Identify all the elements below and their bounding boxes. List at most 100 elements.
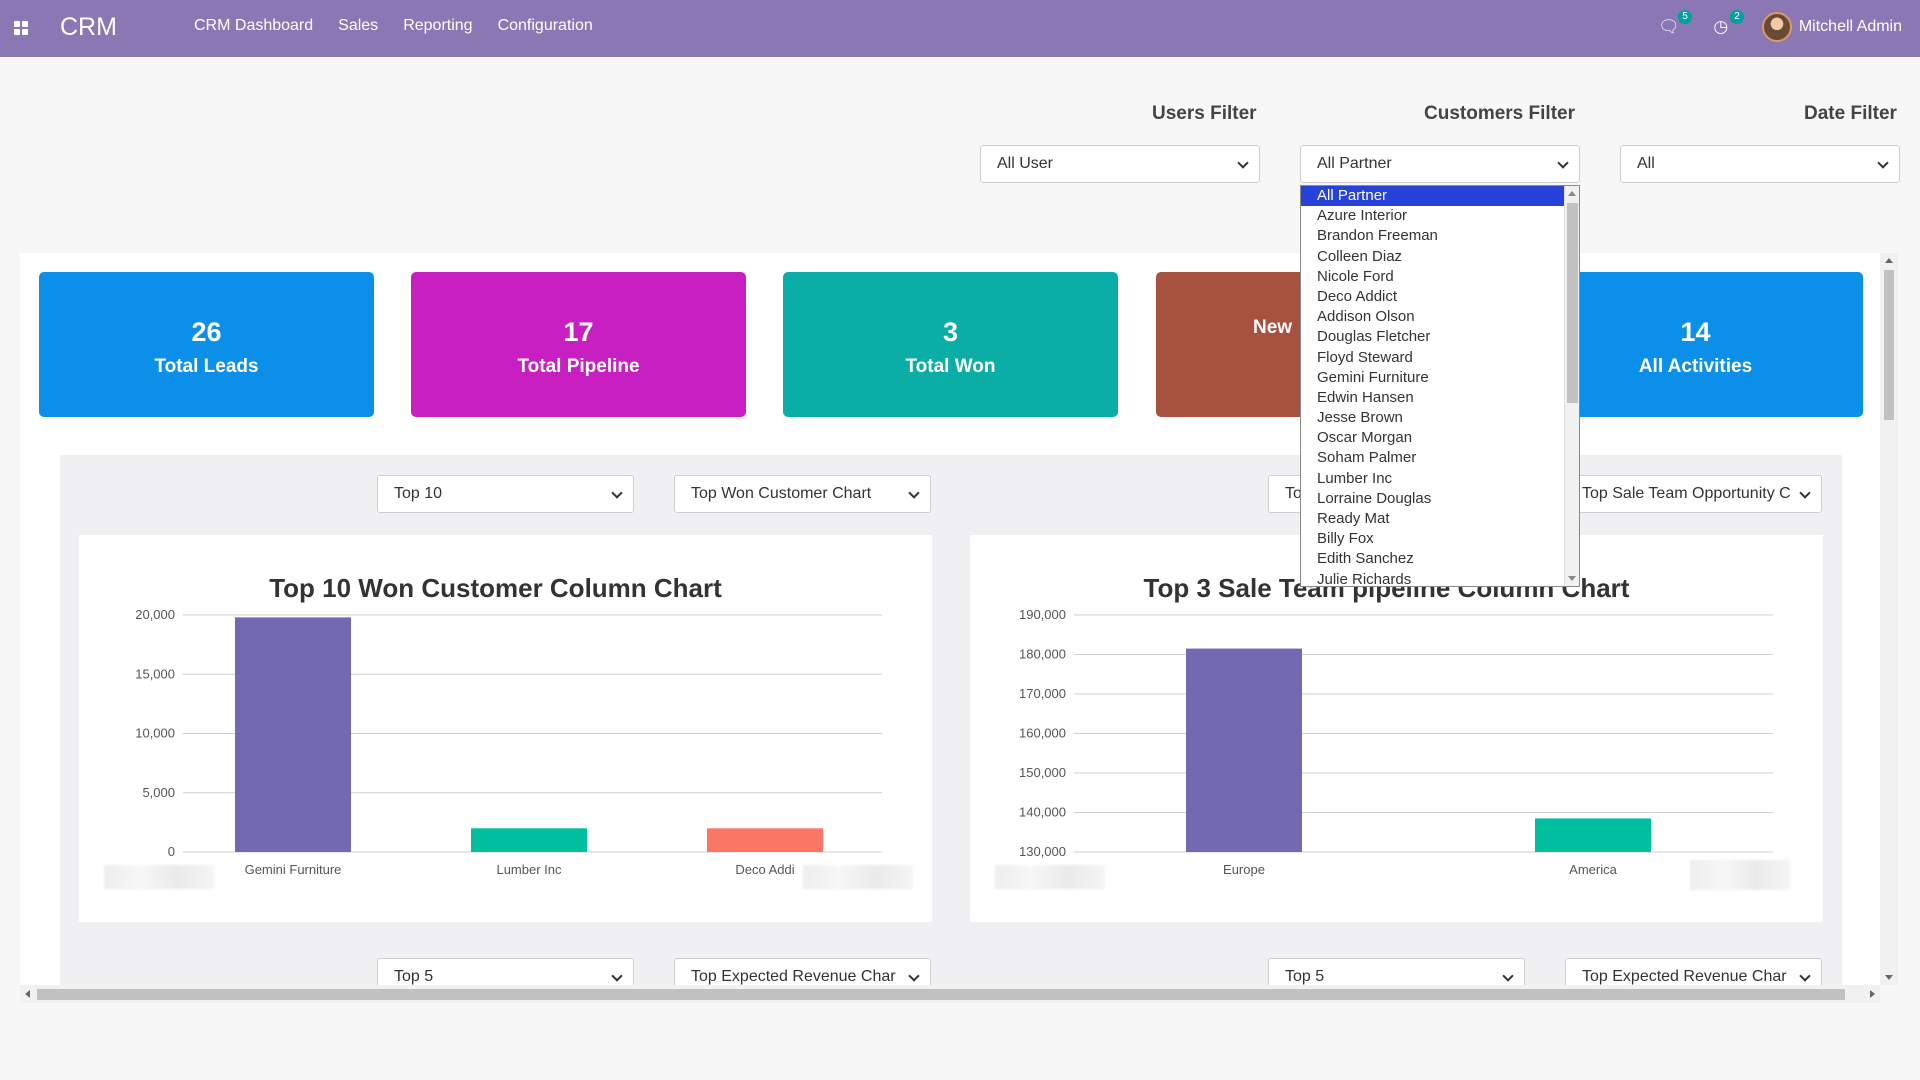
dropdown-option[interactable]: Soham Palmer [1317,449,1417,467]
scroll-down-icon[interactable] [1885,975,1893,980]
users-filter-select[interactable]: All User [980,145,1260,183]
menu-reporting[interactable]: Reporting [403,17,473,34]
apps-menu-icon[interactable] [14,21,28,35]
bottom-left-chart-type-select[interactable]: Top Expected Revenue Char [674,958,931,985]
vertical-scrollbar[interactable] [1880,253,1898,985]
activities-badge: 2 [1730,10,1744,24]
dropdown-option[interactable]: Douglas Fletcher [1317,328,1431,346]
scroll-right-icon[interactable] [1870,990,1875,998]
right-top-value: To [1285,485,1302,502]
customers-filter-select[interactable]: All Partner [1300,145,1580,183]
chevron-down-icon [1237,157,1249,169]
dropdown-option[interactable]: Brandon Freeman [1317,227,1438,245]
dropdown-option[interactable]: Nicole Ford [1317,267,1394,285]
right-chart-type-select[interactable]: Top Sale Team Opportunity C [1565,475,1822,513]
dropdown-option[interactable]: Gemini Furniture [1317,368,1429,386]
chevron-down-icon [611,970,623,982]
main-menu: CRM Dashboard Sales Reporting Configurat… [194,17,593,35]
top-navbar: CRM CRM Dashboard Sales Reporting Config… [0,0,1920,57]
scrollbar-thumb[interactable] [37,989,1845,1000]
won-customer-chart: Top 10 Won Customer Column Chart 20,000 15… [135,573,882,877]
scrollbar-thumb[interactable] [1884,270,1894,420]
y-tick-label: 10,000 [135,726,175,741]
scroll-left-icon[interactable] [25,990,30,998]
dropdown-option[interactable]: Jesse Brown [1317,409,1403,427]
dropdown-option[interactable]: All Partner [1301,186,1579,207]
sale-team-chart: Top 3 Sale Team pipeline Column Chart190… [1019,573,1773,877]
date-filter-label: Date Filter [1804,103,1897,124]
users-filter-label: Users Filter [1152,103,1257,124]
dropdown-option[interactable]: Julie Richards [1317,570,1412,587]
card-total-pipeline[interactable]: 17 Total Pipeline [411,272,746,417]
card-label: Total Won [905,356,996,377]
bar [471,828,587,852]
y-tick-label: 150,000 [1019,765,1066,780]
dropdown-option[interactable]: Billy Fox [1317,530,1374,548]
dropdown-option[interactable]: Deco Addict [1317,287,1398,305]
left-chart-type-value: Top Won Customer Chart [691,485,872,502]
y-tick-label: 170,000 [1019,686,1066,701]
charts-area: Top 10 Top Won Customer Chart To Top Sal… [60,455,1842,985]
customers-filter-label: Customers Filter [1424,103,1575,124]
bottom-right-chart-type-value: Top Expected Revenue Char [1582,968,1787,985]
chevron-down-icon [908,487,920,499]
card-value: 14 [1680,317,1711,347]
right-chart-type-value: Top Sale Team Opportunity C [1582,485,1791,502]
x-tick-label: Gemini Furniture [245,862,342,877]
bar [1186,648,1302,852]
x-tick-label: Lumber Inc [496,862,562,877]
left-chart-type-select[interactable]: Top Won Customer Chart [674,475,931,513]
dropdown-option[interactable]: Azure Interior [1317,207,1408,225]
menu-configuration[interactable]: Configuration [497,17,593,34]
dropdown-option[interactable]: Edith Sanchez [1317,550,1414,568]
x-tick-label: America [1569,862,1617,877]
card-all-activities[interactable]: 14 All Activities [1528,272,1863,417]
scroll-down-icon[interactable] [1568,576,1576,581]
dropdown-option[interactable]: Colleen Diaz [1317,247,1403,265]
date-filter-select[interactable]: All [1620,145,1900,183]
chevron-down-icon [1557,157,1569,169]
dropdown-option[interactable]: Oscar Morgan [1317,429,1413,447]
left-top-select[interactable]: Top 10 [377,475,634,513]
bottom-right-chart-type-select[interactable]: Top Expected Revenue Char [1565,958,1822,985]
chat-icon[interactable]: 🗨 5 [1658,10,1692,38]
card-value: 17 [563,317,594,347]
scroll-up-icon[interactable] [1568,191,1576,196]
dropdown-option[interactable]: Lorraine Douglas [1317,489,1432,507]
activity-clock-icon[interactable]: ◷ 2 [1710,10,1744,38]
dropdown-option[interactable]: Edwin Hansen [1317,388,1414,406]
card-label: Total Pipeline [517,356,640,377]
y-tick-label: 160,000 [1019,726,1066,741]
dropdown-option[interactable]: Lumber Inc [1317,469,1393,487]
chevron-down-icon [1799,487,1811,499]
app-brand[interactable]: CRM [60,13,117,41]
dropdown-scrollbar[interactable] [1564,186,1579,586]
bottom-left-chart-type-value: Top Expected Revenue Char [691,968,896,985]
bar [235,617,351,852]
chevron-down-icon [908,970,920,982]
bar [707,828,823,852]
dropdown-option[interactable]: Ready Mat [1317,510,1390,527]
menu-crm-dashboard[interactable]: CRM Dashboard [194,17,314,34]
menu-sales[interactable]: Sales [338,17,379,34]
bottom-right-top-select[interactable]: Top 5 [1268,958,1525,985]
date-filter-value: All [1637,155,1655,172]
dropdown-option[interactable]: Addison Olson [1317,308,1415,326]
user-menu[interactable]: Mitchell Admin [1761,12,1902,42]
y-tick-label: 20,000 [135,607,175,622]
card-total-won[interactable]: 3 Total Won [783,272,1118,417]
bottom-left-top-select[interactable]: Top 5 [377,958,634,985]
bottom-right-top-value: Top 5 [1285,968,1325,985]
bar [1535,818,1651,852]
y-tick-label: 140,000 [1019,805,1066,820]
dropdown-option[interactable]: Floyd Steward [1317,348,1413,366]
x-tick-label: Europe [1223,862,1265,877]
card-total-leads[interactable]: 26 Total Leads [39,272,374,417]
horizontal-scrollbar[interactable] [20,985,1880,1003]
y-tick-label: 15,000 [135,666,175,681]
card-label: New [1253,317,1293,338]
scrollbar-thumb[interactable] [1567,203,1578,403]
scroll-up-icon[interactable] [1885,258,1893,263]
bottom-left-top-value: Top 5 [394,968,434,985]
chevron-down-icon [611,487,623,499]
